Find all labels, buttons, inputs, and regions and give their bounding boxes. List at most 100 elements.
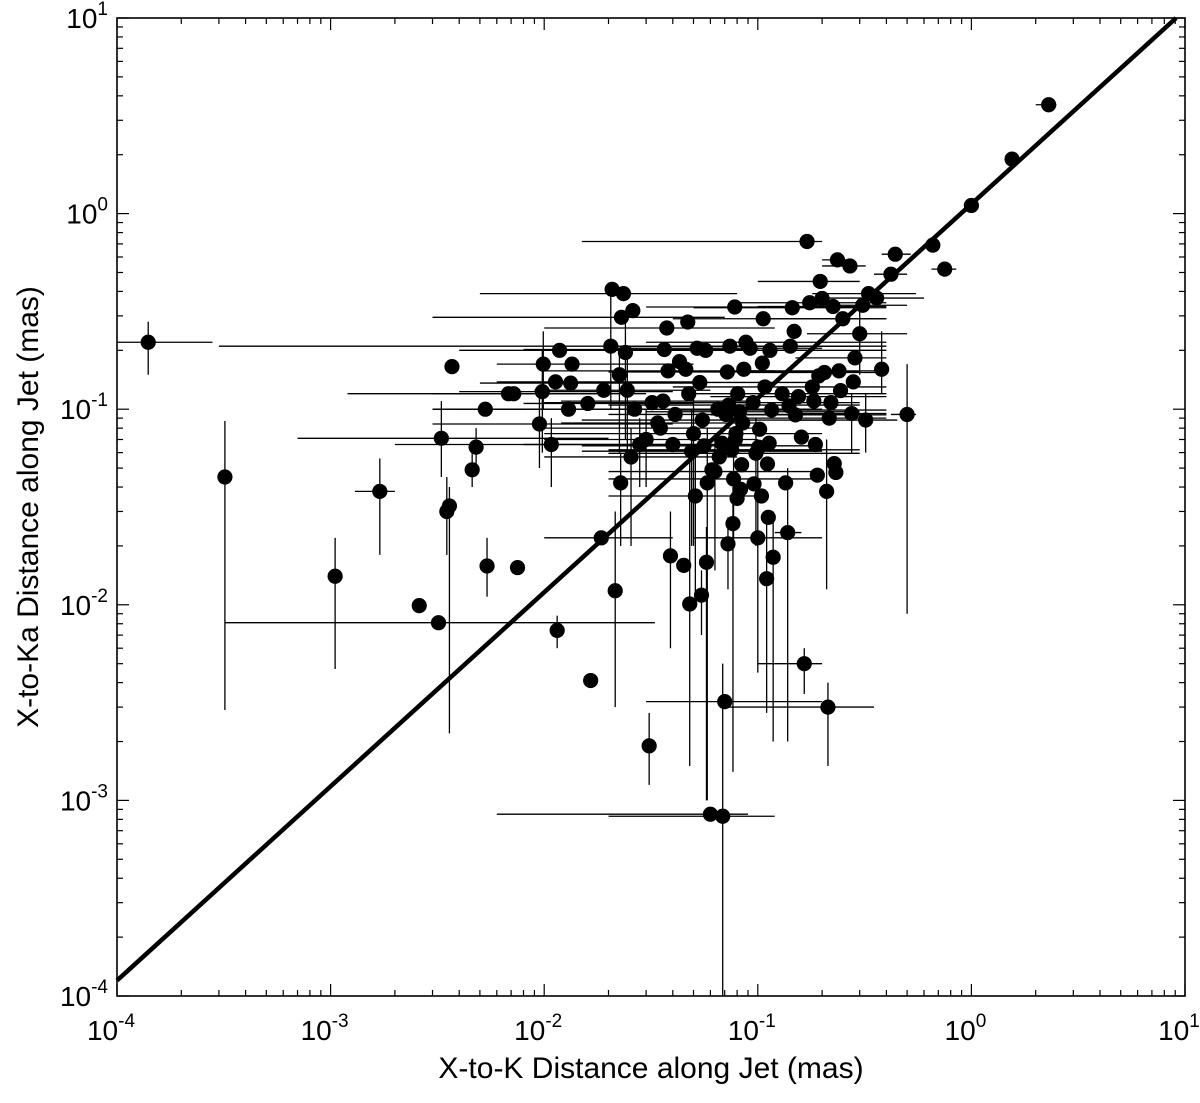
data-points-layer	[140, 97, 1057, 824]
y-tick-label: 10-1	[60, 390, 108, 425]
data-point	[804, 379, 820, 395]
data-point	[1041, 97, 1057, 113]
data-point	[819, 483, 835, 499]
data-point	[411, 598, 427, 614]
data-point	[660, 363, 676, 379]
axis-ticks	[116, 17, 1186, 997]
data-point	[753, 488, 770, 504]
data-point	[687, 488, 703, 504]
data-point	[778, 475, 794, 491]
data-point	[140, 334, 156, 350]
x-tick-label: 10-3	[301, 1011, 349, 1046]
data-point	[799, 233, 815, 250]
data-point	[665, 436, 681, 453]
data-point	[816, 364, 832, 381]
data-point	[617, 344, 634, 361]
data-point	[823, 395, 839, 411]
data-point	[761, 435, 777, 451]
data-point	[814, 290, 830, 307]
data-point	[925, 237, 941, 253]
data-point	[821, 410, 837, 426]
data-point	[596, 382, 612, 398]
data-point	[662, 548, 679, 564]
data-point	[736, 361, 752, 377]
data-point	[543, 436, 559, 453]
data-point	[720, 536, 736, 552]
data-point	[782, 338, 798, 354]
data-point	[627, 401, 643, 417]
data-point	[809, 467, 825, 483]
data-point	[787, 407, 804, 423]
data-point	[715, 808, 731, 824]
data-point	[681, 386, 697, 402]
data-point	[807, 436, 823, 453]
data-point	[699, 475, 715, 491]
data-point	[678, 361, 694, 377]
x-tick-label: 101	[1158, 1011, 1200, 1046]
data-point	[754, 355, 770, 371]
data-point	[560, 401, 577, 417]
data-point	[217, 469, 233, 485]
data-point	[812, 273, 828, 290]
y-tick-labels: 10-4 10-3 10-2 10-1 100 101	[60, 0, 108, 1012]
data-point	[831, 363, 847, 379]
data-point	[746, 476, 762, 492]
data-point	[852, 326, 868, 342]
data-point	[730, 386, 746, 402]
data-point	[676, 557, 692, 574]
data-point	[430, 615, 447, 631]
data-point	[711, 449, 727, 465]
data-point	[719, 364, 735, 380]
data-point	[722, 338, 738, 354]
data-point	[820, 699, 836, 715]
data-point	[763, 402, 780, 418]
data-point	[750, 530, 766, 546]
data-point	[444, 359, 460, 375]
data-point	[441, 498, 458, 514]
plot-frame	[116, 17, 1186, 997]
data-point	[694, 412, 710, 428]
data-point	[583, 672, 599, 689]
data-point	[765, 549, 781, 565]
data-point	[786, 323, 802, 339]
data-point	[593, 530, 609, 546]
data-point	[784, 300, 800, 316]
x-axis-label: X-to-K Distance along Jet (mas)	[438, 1052, 863, 1085]
data-point	[477, 401, 493, 417]
data-point	[623, 449, 639, 465]
data-point	[682, 596, 698, 612]
data-point	[680, 314, 696, 330]
data-point	[883, 266, 899, 282]
data-point	[844, 405, 860, 422]
x-tick-label: 100	[945, 1011, 987, 1046]
data-point	[899, 406, 915, 423]
data-point	[580, 395, 596, 412]
data-point	[793, 429, 810, 445]
data-point	[549, 622, 565, 638]
data-point	[638, 431, 654, 448]
data-point	[752, 421, 768, 437]
data-point	[535, 356, 551, 372]
data-point	[547, 374, 564, 390]
data-point	[963, 197, 980, 214]
data-point	[707, 463, 723, 480]
data-point	[745, 395, 761, 411]
data-point	[874, 361, 890, 377]
y-tick-label: 101	[66, 0, 108, 34]
data-point	[835, 311, 851, 327]
reference-line	[115, 16, 1178, 983]
data-point	[698, 554, 715, 570]
data-point	[847, 350, 863, 366]
data-point	[464, 462, 480, 478]
data-point	[659, 320, 675, 336]
data-point	[742, 340, 758, 356]
data-point	[693, 587, 710, 603]
data-point	[531, 416, 548, 432]
data-point	[563, 375, 579, 391]
data-point	[790, 388, 807, 405]
x-tick-label: 10-4	[87, 1011, 135, 1046]
plot-area	[117, 18, 1185, 996]
data-point	[845, 374, 861, 390]
data-point	[684, 443, 700, 459]
